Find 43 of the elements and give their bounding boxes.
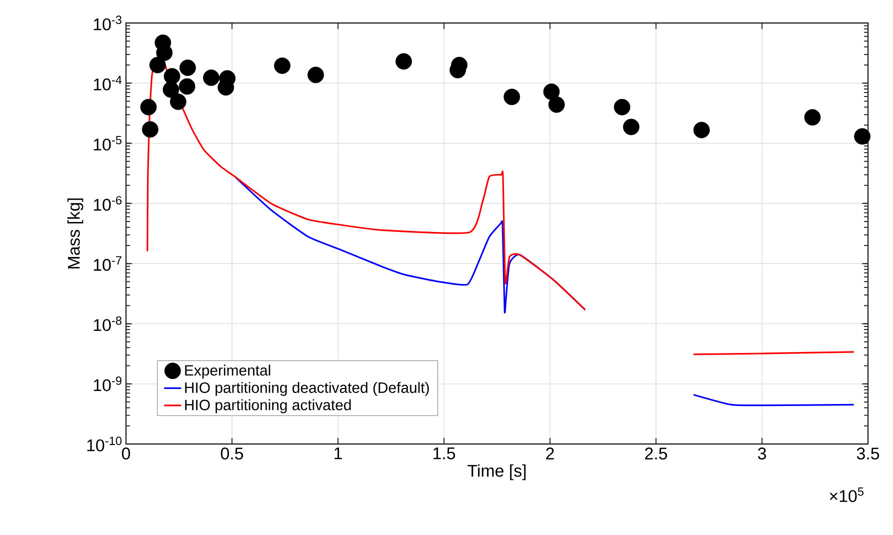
- point: [693, 122, 710, 138]
- x-tick-label: 0.5: [220, 448, 244, 460]
- point: [504, 88, 520, 106]
- point: [179, 60, 196, 76]
- point: [203, 70, 220, 86]
- y-tick-label: 10$^{-7}$: [94, 256, 122, 271]
- x-tick-label: 2: [546, 448, 554, 460]
- legend-label: Experimental: [185, 364, 270, 379]
- x-tick-label: 1: [334, 448, 342, 460]
- point: [623, 118, 640, 136]
- point: [804, 109, 821, 126]
- point: [548, 96, 565, 113]
- point: [274, 58, 290, 74]
- point: [543, 84, 560, 100]
- legend-label: HIO partitioning activated: [185, 399, 351, 414]
- y-tick-label: 10$^{-6}$: [94, 196, 122, 211]
- x-tick-label: 1.5: [434, 448, 456, 460]
- point: [854, 128, 870, 145]
- text: ×10$^{5}$: [830, 488, 864, 502]
- y-tick-label: 10$^{-4}$: [94, 76, 122, 90]
- x-tick-label: 3.5: [856, 448, 880, 460]
- point: [149, 56, 166, 74]
- y-axis-title: Mass [kg]: [67, 198, 84, 268]
- point: [162, 81, 180, 98]
- y-tick-label: 10$^{-9}$: [94, 376, 122, 392]
- y-tick-label: 10$^{-5}$: [94, 136, 122, 151]
- y-tick-label: 10$^{-8}$: [94, 316, 122, 332]
- point: [178, 78, 196, 95]
- legend-label: HIO partitioning deactivated (Default): [185, 382, 429, 396]
- point: [140, 98, 157, 116]
- point: [396, 53, 412, 70]
- x-tick-label: 2.5: [645, 448, 668, 460]
- point: [614, 98, 630, 116]
- x-tick-label: 3: [758, 448, 766, 460]
- y-tick-label: 10$^{-10}$: [87, 436, 122, 452]
- point: [308, 66, 324, 84]
- x-tick-label: 0: [122, 448, 130, 460]
- point: [164, 68, 180, 84]
- x-axis-title: Time [s]: [468, 464, 526, 480]
- point: [156, 44, 173, 61]
- y-tick-label: 10$^{-3}$: [94, 16, 122, 30]
- point: [142, 121, 158, 138]
- point: [170, 94, 186, 110]
